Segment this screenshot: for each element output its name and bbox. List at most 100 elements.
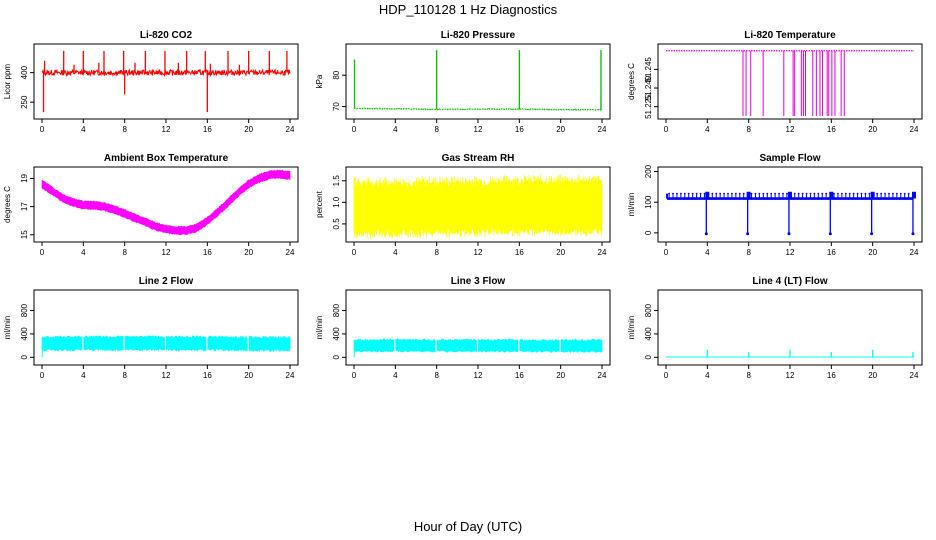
dip-point	[787, 232, 791, 236]
flow-point	[825, 192, 828, 195]
y-tick-label: 200	[644, 164, 653, 178]
y-tick-label: 0	[332, 355, 341, 360]
x-tick-label: 12	[786, 125, 795, 134]
y-axis-label: ml/min	[3, 316, 12, 340]
x-tick-label: 12	[474, 125, 483, 134]
panel-rh: Gas Stream RH percent 0 4 8 12 16 20 24 0.5 1.0 1.5	[315, 153, 611, 257]
dip-point	[704, 232, 708, 236]
flow-point	[797, 192, 800, 195]
data-layer	[666, 349, 914, 358]
panel-title: Li-820 CO2	[140, 30, 193, 41]
flow-point	[864, 192, 867, 195]
x-tick-label: 24	[286, 371, 295, 380]
x-tick-label: 20	[244, 125, 253, 134]
panel-pressure: Li-820 Pressure kPa 0 4 8 12 16 20 24 70 80	[315, 30, 611, 134]
x-tick-label: 0	[40, 125, 45, 134]
x-tick-label: 8	[434, 248, 439, 257]
y-tick-label: 51.225	[644, 94, 653, 119]
flow-step	[870, 191, 875, 199]
x-tick-label: 0	[352, 371, 357, 380]
x-tick-label: 4	[81, 125, 86, 134]
flow-point	[778, 192, 780, 195]
flow-point	[848, 192, 851, 195]
x-tick-label: 16	[515, 125, 524, 134]
x-tick-label: 24	[286, 248, 295, 257]
x-tick-label: 8	[434, 371, 439, 380]
series-line	[353, 107, 603, 112]
flow-point	[903, 192, 906, 195]
x-tick-label: 12	[162, 248, 171, 257]
x-tick-label: 12	[162, 371, 171, 380]
flow-point	[809, 192, 812, 195]
x-tick-label: 0	[40, 371, 45, 380]
data-layer	[41, 169, 291, 236]
y-tick-label: 0	[644, 230, 653, 235]
panel-line4: Line 4 (LT) Flow ml/min 0 4 8 12 16 20 24 0 400 800	[627, 276, 923, 380]
x-tick-label: 24	[910, 371, 919, 380]
y-tick-label: 800	[644, 303, 653, 317]
flow-point	[774, 192, 777, 195]
flow-point	[892, 192, 894, 195]
x-tick-label: 4	[393, 248, 398, 257]
x-tick-label: 16	[515, 371, 524, 380]
flow-point	[868, 192, 871, 195]
x-tick-label: 4	[705, 125, 710, 134]
x-tick-label: 4	[81, 371, 86, 380]
data-layer	[353, 293, 603, 362]
y-tick-label: 80	[332, 70, 341, 79]
y-tick-label: 800	[20, 303, 29, 317]
y-tick-label: 19	[20, 173, 29, 182]
x-tick-label: 20	[868, 371, 877, 380]
y-tick-label: 400	[332, 327, 341, 341]
x-tick-label: 8	[122, 371, 127, 380]
flow-point	[833, 192, 835, 195]
flow-point	[813, 192, 816, 195]
flow-point	[691, 192, 694, 195]
x-tick-label: 0	[40, 248, 45, 257]
x-tick-label: 24	[910, 125, 919, 134]
y-tick-label: 15	[20, 230, 29, 239]
flow-point	[742, 192, 745, 195]
x-tick-label: 20	[244, 248, 253, 257]
y-tick-label: 400	[20, 327, 29, 341]
x-tick-label: 12	[474, 248, 483, 257]
x-tick-label: 8	[746, 248, 751, 257]
flow-point	[837, 192, 839, 195]
y-axis-label: ml/min	[627, 316, 636, 340]
flow-point	[672, 192, 674, 195]
panel-licor_temp: Li-820 Temperature degrees C 0 4 8 12 16 20 24 51…	[627, 30, 923, 134]
x-tick-label: 16	[203, 248, 212, 257]
y-tick-label: 1.0	[332, 196, 341, 208]
plot-frame	[657, 166, 923, 243]
flow-point	[676, 192, 678, 195]
flow-point	[738, 192, 741, 195]
flow-point	[821, 192, 824, 195]
panel-title: Li-820 Temperature	[744, 30, 836, 41]
y-tick-label: 17	[20, 202, 29, 211]
flow-point	[731, 192, 733, 195]
flow-point	[770, 192, 773, 195]
flow-point	[703, 192, 706, 195]
flow-point	[907, 192, 910, 195]
dip-point	[870, 232, 874, 236]
panel-title: Gas Stream RH	[442, 153, 515, 164]
panel-title: Line 4 (LT) Flow	[752, 276, 828, 287]
flow-step	[746, 191, 751, 199]
flow-point	[699, 192, 702, 195]
dip-point	[746, 232, 750, 236]
series-line	[41, 68, 291, 78]
flow-point	[817, 192, 820, 195]
data-layer	[666, 191, 916, 236]
flow-point	[860, 192, 863, 195]
series-band	[41, 169, 291, 236]
x-tick-label: 4	[705, 371, 710, 380]
x-tick-label: 0	[664, 248, 669, 257]
flow-step	[829, 191, 834, 199]
flow-point	[711, 192, 714, 195]
flow-point	[786, 192, 788, 195]
y-tick-label: 800	[332, 303, 341, 317]
y-tick-label: 400	[644, 327, 653, 341]
x-tick-label: 24	[598, 248, 607, 257]
panel-co2: Li-820 CO2 Licor ppm 0 4 8 12 16 20 24 250 400	[3, 30, 299, 134]
flow-point	[852, 192, 855, 195]
